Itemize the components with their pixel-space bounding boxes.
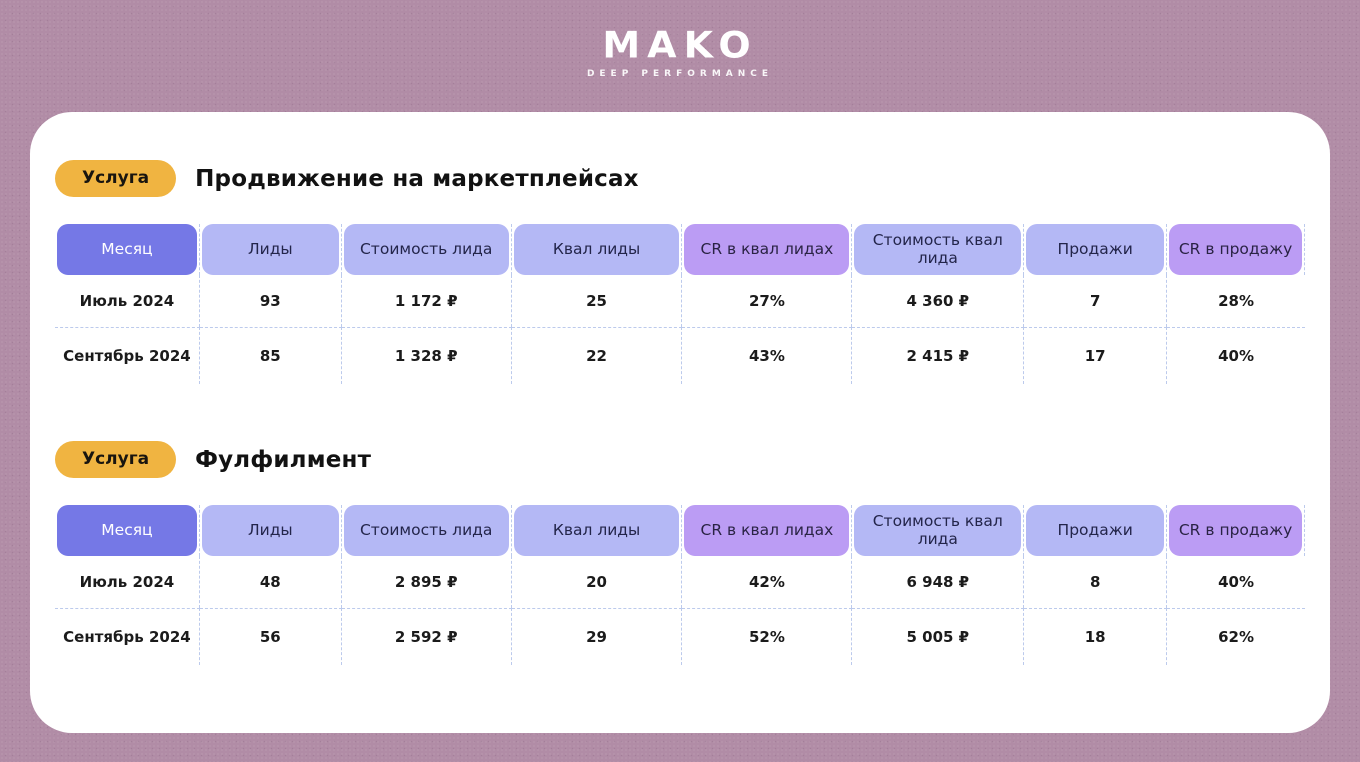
table-cell: 20 — [512, 556, 683, 608]
table-cell: 27% — [682, 275, 853, 327]
table-fulfillment: Месяц Лиды Стоимость лида Квал лиды CR в… — [55, 505, 1305, 665]
table-row: Сентябрь 2024 56 2 592 ₽ 29 52% 5 005 ₽ … — [55, 608, 1305, 665]
table-cell: Июль 2024 — [55, 275, 200, 327]
col-header-qual-leads: Квал лиды — [512, 224, 683, 275]
table-cell: 2 415 ₽ — [852, 327, 1025, 384]
service-badge: Услуга — [55, 441, 177, 478]
table-cell: 4 360 ₽ — [852, 275, 1025, 327]
table-cell: 1 172 ₽ — [342, 275, 512, 327]
table-row: Июль 2024 48 2 895 ₽ 20 42% 6 948 ₽ 8 40… — [55, 556, 1305, 608]
table-cell: 28% — [1218, 292, 1254, 310]
table-row: Июль 2024 93 1 172 ₽ 25 27% 4 360 ₽ 7 28… — [55, 275, 1305, 327]
table-cell: 17 — [1024, 327, 1168, 384]
service-badge: Услуга — [55, 160, 177, 197]
table-cell: 7 — [1024, 275, 1168, 327]
table-cell: 25 — [512, 275, 683, 327]
brand-logo: MAKO DEEP PERFORMANCE — [0, 26, 1360, 79]
table-cell: 22 — [511, 327, 683, 384]
logo-wordmark: MAKO — [602, 23, 758, 67]
table-cell: 62% — [1167, 608, 1305, 665]
table-cell: Сентябрь 2024 — [55, 608, 200, 665]
table-cell: 40% — [1218, 573, 1254, 591]
col-header-qual-lead-cost: Стоимость квал лида — [852, 505, 1025, 556]
section-header-marketplaces: Услуга Продвижение на маркетплейсах — [55, 160, 1305, 197]
section-title-marketplaces: Продвижение на маркетплейсах — [195, 165, 639, 192]
col-header-leads: Лиды — [200, 505, 342, 556]
col-header-month: Месяц — [55, 505, 200, 556]
table-cell: Сентябрь 2024 — [55, 327, 200, 384]
section-title-fulfillment: Фулфилмент — [195, 446, 372, 473]
table-row: Сентябрь 2024 85 1 328 ₽ 22 43% 2 415 ₽ … — [55, 327, 1305, 384]
table-cell: 29 — [511, 608, 683, 665]
table-cell: 8 — [1024, 556, 1168, 608]
col-header-sales: Продажи — [1024, 505, 1168, 556]
table-cell: 85 — [199, 327, 342, 384]
col-header-qual-lead-cost: Стоимость квал лида — [852, 224, 1025, 275]
col-header-cr-qual-leads: CR в квал лидах — [682, 224, 853, 275]
col-header-cr-qual-leads: CR в квал лидах — [682, 505, 853, 556]
table-cell: Июль 2024 — [55, 556, 200, 608]
table-cell: 2 895 ₽ — [342, 556, 512, 608]
table-cell: 93 — [200, 275, 342, 327]
col-header-cr-sales: CR в продажу — [1167, 224, 1305, 275]
table-cell: 42% — [682, 556, 853, 608]
col-header-cr-sales: CR в продажу — [1167, 505, 1305, 556]
logo-tagline: DEEP PERFORMANCE — [586, 69, 774, 79]
table-cell: 43% — [682, 327, 853, 384]
table-cell: 6 948 ₽ — [852, 556, 1025, 608]
table-cell: 40% — [1167, 327, 1305, 384]
table-cell: 18 — [1024, 608, 1168, 665]
table-cell: 52% — [682, 608, 853, 665]
table-header-row: Месяц Лиды Стоимость лида Квал лиды CR в… — [55, 224, 1305, 275]
section-header-fulfillment: Услуга Фулфилмент — [55, 441, 1305, 478]
table-marketplaces: Месяц Лиды Стоимость лида Квал лиды CR в… — [55, 224, 1305, 384]
col-header-lead-cost: Стоимость лида — [342, 224, 512, 275]
col-header-qual-leads: Квал лиды — [512, 505, 683, 556]
col-header-month: Месяц — [55, 224, 200, 275]
table-cell: 48 — [200, 556, 342, 608]
col-header-sales: Продажи — [1024, 224, 1168, 275]
table-header-row: Месяц Лиды Стоимость лида Квал лиды CR в… — [55, 505, 1305, 556]
table-cell: 56 — [199, 608, 342, 665]
col-header-lead-cost: Стоимость лида — [342, 505, 512, 556]
col-header-leads: Лиды — [200, 224, 342, 275]
table-cell: 1 328 ₽ — [341, 327, 512, 384]
slide-card: Услуга Продвижение на маркетплейсах Меся… — [30, 112, 1330, 733]
table-cell: 2 592 ₽ — [341, 608, 512, 665]
table-cell: 5 005 ₽ — [852, 608, 1025, 665]
